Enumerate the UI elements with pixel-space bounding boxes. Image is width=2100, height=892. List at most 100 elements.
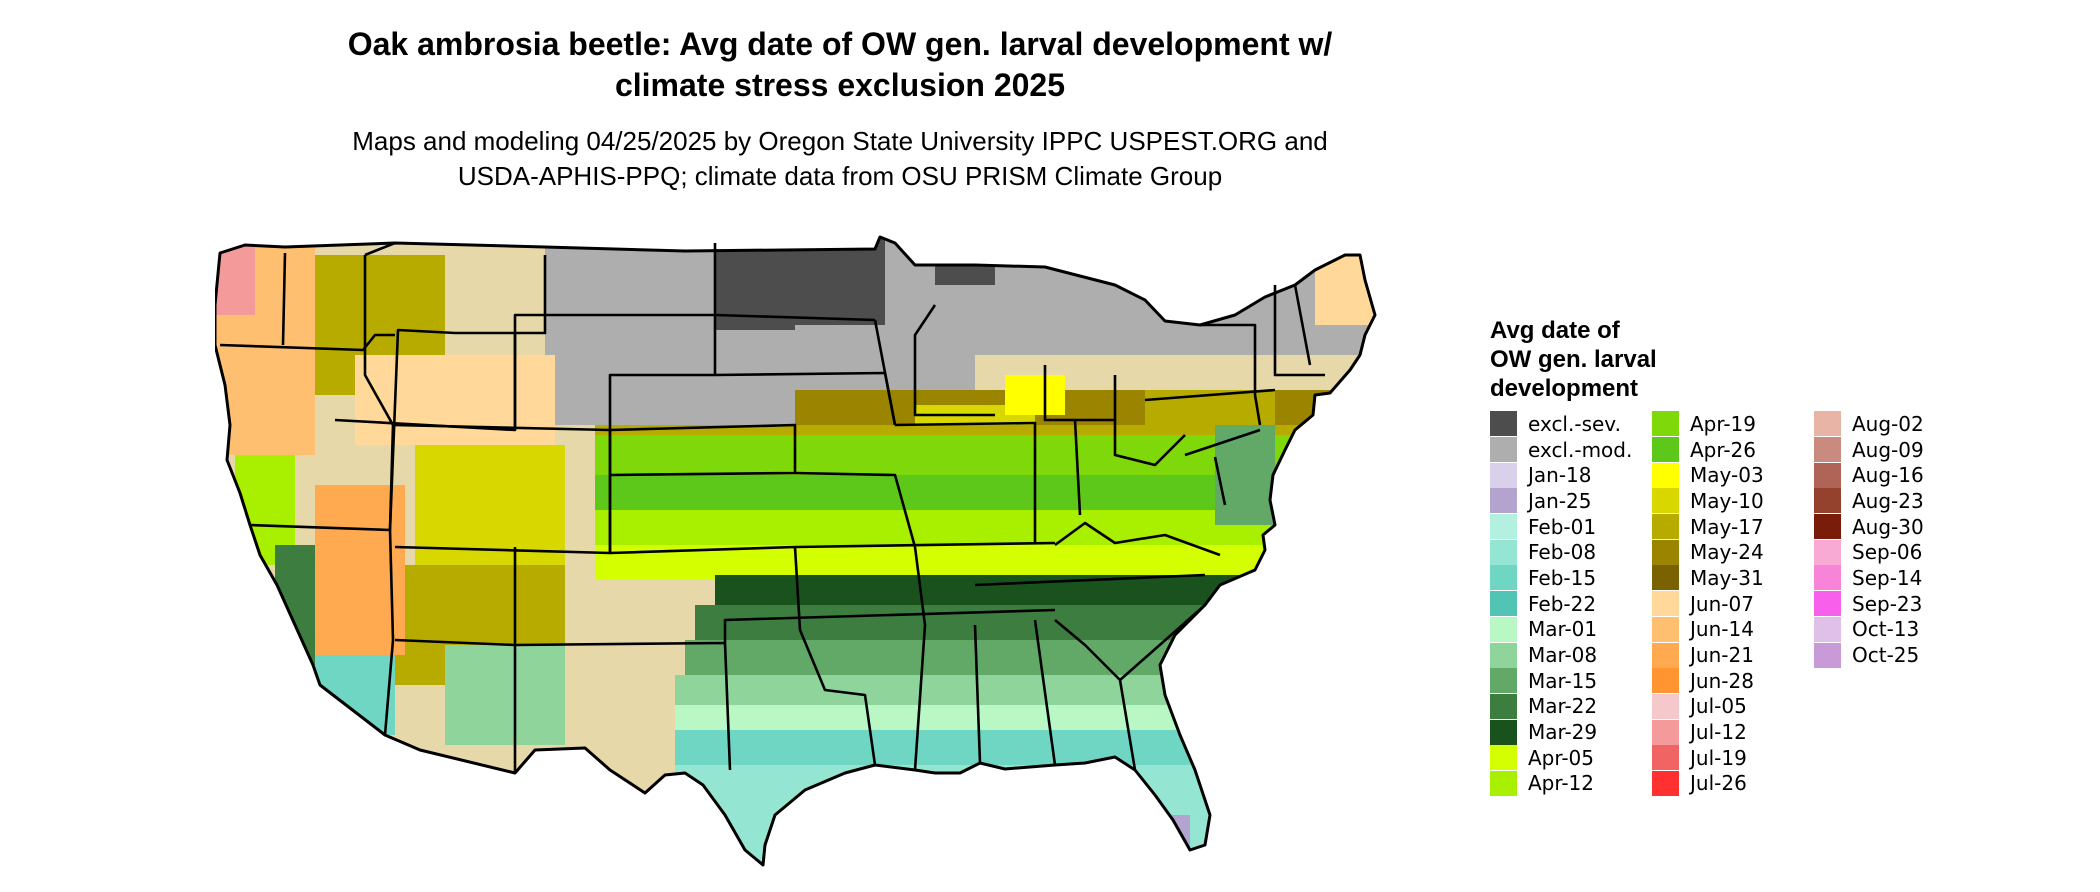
legend-columns: excl.-sev. excl.-mod. Jan-18 Jan-25 Feb-01 Fe…: [1490, 411, 1976, 796]
legend-item: May-24: [1652, 539, 1814, 565]
legend-item: Mar-29: [1490, 719, 1652, 745]
legend-label: Sep-14: [1852, 565, 1923, 590]
legend-label: May-03: [1690, 463, 1764, 488]
legend-title-line-3: development: [1490, 375, 1639, 402]
legend-swatch: [1814, 539, 1841, 565]
legend-label: Aug-02: [1852, 411, 1924, 436]
legend-swatch: [1814, 565, 1841, 591]
legend-title-line-2: OW gen. larval: [1490, 346, 1657, 373]
legend-label: Aug-09: [1852, 437, 1924, 462]
map-title-line-1: Oak ambrosia beetle: Avg date of OW gen.…: [347, 26, 1333, 62]
legend-item: Jul-05: [1652, 693, 1814, 720]
legend-swatch: [1652, 411, 1679, 437]
legend-label: Mar-08: [1528, 643, 1598, 668]
legend-title: Avg date of OW gen. larval development: [1490, 316, 1730, 403]
legend-item: excl.-sev.: [1490, 411, 1652, 437]
legend-label: Mar-22: [1528, 694, 1598, 719]
legend-item: Aug-30: [1814, 514, 1976, 540]
legend-label: Jul-12: [1690, 720, 1747, 745]
legend-swatch: [1490, 745, 1517, 771]
map-subtitle-line-2: USDA-APHIS-PPQ; climate data from OSU PR…: [457, 161, 1223, 191]
legend-label: Apr-05: [1528, 745, 1594, 770]
legend-column: Apr-19 Apr-26 May-03 May-10 May-17 May-24 May-…: [1652, 411, 1814, 796]
legend-swatch: [1652, 693, 1679, 719]
legend-label: Jan-18: [1528, 463, 1592, 488]
legend-item: Apr-12: [1490, 770, 1652, 797]
legend-item: May-10: [1652, 488, 1814, 514]
legend-item: May-31: [1652, 565, 1814, 591]
legend-label: Feb-08: [1528, 540, 1597, 565]
legend-label: Jul-19: [1690, 745, 1747, 770]
legend-item: Mar-08: [1490, 642, 1652, 668]
legend-label: Mar-15: [1528, 668, 1598, 693]
legend-label: Jul-26: [1690, 771, 1747, 796]
legend-item: Aug-09: [1814, 437, 1976, 463]
legend-item: Feb-01: [1490, 514, 1652, 540]
legend-item: Mar-01: [1490, 616, 1652, 643]
legend-label: Jun-28: [1690, 668, 1754, 693]
legend-swatch: [1814, 488, 1841, 514]
legend-label: Aug-30: [1852, 514, 1924, 539]
legend-label: Apr-19: [1690, 411, 1756, 436]
legend-swatch: [1490, 693, 1517, 719]
legend-item: Jul-12: [1652, 719, 1814, 745]
legend-label: Mar-01: [1528, 617, 1598, 642]
legend-item: Feb-15: [1490, 565, 1652, 591]
legend-item: excl.-mod.: [1490, 437, 1652, 463]
legend-label: Feb-01: [1528, 514, 1597, 539]
legend-swatch: [1490, 565, 1517, 591]
legend-label: excl.-mod.: [1528, 437, 1633, 462]
legend-label: May-24: [1690, 540, 1764, 565]
map-subtitle: Maps and modeling 04/25/2025 by Oregon S…: [240, 124, 1440, 194]
legend-item: May-17: [1652, 514, 1814, 540]
legend-label: Feb-15: [1528, 565, 1597, 590]
legend-label: May-17: [1690, 514, 1764, 539]
legend-item: Mar-22: [1490, 693, 1652, 720]
legend-column: excl.-sev. excl.-mod. Jan-18 Jan-25 Feb-01 Fe…: [1490, 411, 1652, 796]
legend-item: Jun-14: [1652, 616, 1814, 643]
legend-item: Apr-26: [1652, 437, 1814, 463]
legend-label: Oct-25: [1852, 643, 1920, 668]
legend-item: Sep-23: [1814, 591, 1976, 617]
legend-swatch: [1490, 488, 1517, 514]
legend-item: Jul-19: [1652, 745, 1814, 771]
legend-item: Jan-25: [1490, 488, 1652, 514]
legend-item: Jan-18: [1490, 462, 1652, 488]
legend-swatch: [1490, 539, 1517, 565]
legend-swatch: [1652, 642, 1679, 668]
us-map: [215, 235, 1377, 867]
map-subtitle-line-1: Maps and modeling 04/25/2025 by Oregon S…: [352, 126, 1328, 156]
legend-label: Jul-05: [1690, 694, 1747, 719]
legend-label: Aug-16: [1852, 463, 1924, 488]
legend-item: Aug-23: [1814, 488, 1976, 514]
legend-swatch: [1490, 770, 1517, 796]
legend-swatch: [1814, 437, 1841, 463]
legend-label: Sep-06: [1852, 540, 1923, 565]
legend-swatch: [1814, 642, 1841, 668]
legend-swatch: [1652, 514, 1679, 540]
legend-swatch: [1490, 719, 1517, 745]
legend-item: Jun-28: [1652, 668, 1814, 694]
legend-label: May-10: [1690, 488, 1764, 513]
legend-swatch: [1652, 488, 1679, 514]
legend-label: excl.-sev.: [1528, 411, 1621, 436]
map-title: Oak ambrosia beetle: Avg date of OW gen.…: [240, 24, 1440, 106]
legend-label: May-31: [1690, 565, 1764, 590]
legend-swatch: [1490, 437, 1517, 463]
legend-swatch: [1652, 745, 1679, 771]
legend-label: Jun-14: [1690, 617, 1754, 642]
legend-item: Sep-14: [1814, 565, 1976, 591]
legend-swatch: [1652, 668, 1679, 694]
legend-label: Apr-26: [1690, 437, 1756, 462]
legend-item: Oct-25: [1814, 642, 1976, 668]
legend-swatch: [1490, 642, 1517, 668]
legend-item: Aug-02: [1814, 411, 1976, 437]
legend-swatch: [1814, 616, 1841, 642]
legend-label: Jun-21: [1690, 643, 1754, 668]
legend-item: Jun-07: [1652, 591, 1814, 617]
map-title-line-2: climate stress exclusion 2025: [614, 67, 1066, 103]
legend-label: Mar-29: [1528, 720, 1598, 745]
legend-label: Oct-13: [1852, 617, 1920, 642]
legend-swatch: [1652, 719, 1679, 745]
legend-label: Jun-07: [1690, 591, 1754, 616]
